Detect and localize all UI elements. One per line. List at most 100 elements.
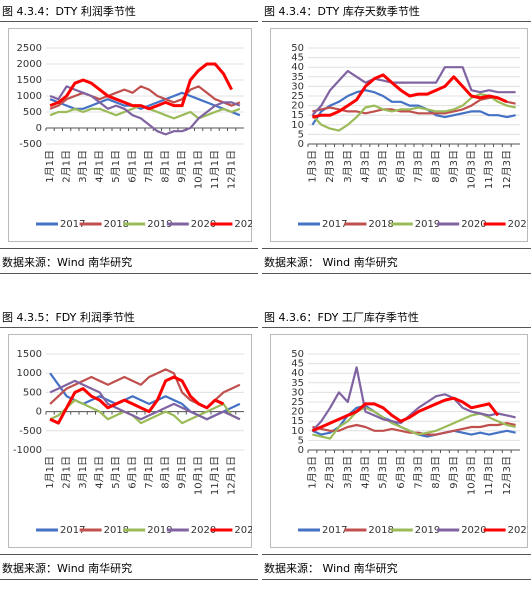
- y-tick-label: 35: [291, 378, 304, 389]
- y-tick-label: 1500: [17, 75, 42, 86]
- series-line: [49, 85, 241, 136]
- series-line: [311, 93, 516, 132]
- figure: 图 4.3.4：DTY 利润季节性 数据来源：Wind 南华研究 -500 0 500 1…: [0, 0, 258, 285]
- x-tick-label: 10月1日: [193, 150, 205, 189]
- y-tick-label: 30: [291, 81, 304, 92]
- series-line: [311, 396, 500, 433]
- y-tick-label: 50: [291, 349, 304, 360]
- series-line: [311, 366, 516, 432]
- y-tick-label: 10: [291, 120, 304, 131]
- legend-label: 2017: [60, 219, 85, 230]
- x-tick-label: 7月3日: [412, 456, 424, 489]
- series-line: [49, 375, 225, 425]
- x-tick-label: 11月3日: [483, 150, 495, 189]
- legend-label: 2021: [234, 219, 252, 230]
- source: 数据来源： Wind 南华研究: [264, 256, 398, 269]
- y-tick-label: 1500: [17, 349, 42, 360]
- x-tick-label: 6月3日: [395, 150, 407, 183]
- chart-frame: [8, 334, 252, 548]
- x-tick-label: 4月3日: [359, 150, 371, 183]
- x-tick-label: 5月3日: [377, 456, 389, 489]
- y-tick-label: -500: [19, 139, 42, 150]
- chart-frame: [270, 334, 528, 548]
- x-tick-label: 11月3日: [483, 456, 495, 495]
- legend-label: 2020: [191, 219, 216, 230]
- legend-label: 2017: [60, 525, 85, 536]
- divider: [262, 248, 531, 249]
- y-tick-label: 35: [291, 72, 304, 83]
- legend-label: 2018: [104, 525, 129, 536]
- legend-label: 2017: [322, 219, 347, 230]
- x-tick-label: 4月1日: [94, 150, 106, 183]
- x-tick-label: 12月3日: [501, 456, 513, 495]
- figure: 图 4.3.5：FDY 利润季节性 数据来源：Wind 南华研究 -1000 -500…: [0, 306, 258, 591]
- x-tick-label: 7月1日: [143, 150, 155, 183]
- x-tick-label: 2月3日: [324, 150, 336, 183]
- divider: [262, 273, 531, 274]
- x-tick-label: 2月3日: [324, 456, 336, 489]
- y-tick-label: 15: [291, 110, 304, 121]
- y-tick-label: 25: [291, 397, 304, 408]
- x-tick-label: 7月3日: [412, 150, 424, 183]
- x-tick-label: 9月3日: [448, 150, 460, 183]
- source: 数据来源：Wind 南华研究: [2, 562, 133, 575]
- y-tick-label: 0: [298, 445, 304, 456]
- x-tick-label: 6月3日: [395, 456, 407, 489]
- y-tick-label: 500: [23, 387, 42, 398]
- y-tick-label: 0: [36, 123, 42, 134]
- legend-label: 2019: [415, 525, 440, 536]
- legend-label: 2019: [147, 219, 172, 230]
- source: 数据来源： Wind 南华研究: [264, 562, 398, 575]
- x-tick-label: 8月3日: [430, 456, 442, 489]
- legend-label: 2017: [322, 525, 347, 536]
- x-tick-label: 5月3日: [377, 150, 389, 183]
- y-tick-label: 0: [36, 407, 42, 418]
- source: 数据来源：Wind 南华研究: [2, 256, 133, 269]
- series-line: [49, 62, 233, 111]
- x-tick-label: 8月1日: [160, 456, 172, 489]
- series-line: [312, 96, 516, 115]
- x-tick-label: 6月1日: [127, 456, 139, 489]
- y-tick-label: 20: [291, 407, 304, 418]
- divider: [0, 248, 258, 249]
- x-tick-label: 7月1日: [143, 456, 155, 489]
- legend-label: 2021: [508, 525, 528, 536]
- x-tick-label: 9月1日: [176, 456, 188, 489]
- x-tick-label: 3月3日: [342, 150, 354, 183]
- x-tick-label: 12月1日: [226, 456, 238, 495]
- legend-label: 2020: [461, 219, 486, 230]
- y-tick-label: 500: [23, 107, 42, 118]
- legend-label: 2019: [147, 525, 172, 536]
- y-tick-label: 5: [298, 129, 304, 140]
- y-tick-label: -1000: [13, 445, 42, 456]
- y-tick-label: 15: [291, 416, 304, 427]
- x-tick-label: 5月1日: [110, 150, 122, 183]
- x-tick-label: 3月1日: [77, 456, 89, 489]
- x-tick-label: 4月3日: [359, 456, 371, 489]
- x-tick-label: 12月1日: [226, 150, 238, 189]
- x-tick-label: 1月1日: [44, 150, 56, 183]
- divider: [262, 327, 531, 328]
- x-tick-label: 3月3日: [342, 456, 354, 489]
- y-tick-label: 25: [291, 91, 304, 102]
- x-tick-label: 9月1日: [176, 150, 188, 183]
- legend-label: 2018: [368, 525, 393, 536]
- series-line: [49, 399, 241, 425]
- x-tick-label: 1月3日: [306, 150, 318, 183]
- y-tick-label: 20: [291, 101, 304, 112]
- y-tick-label: 0: [298, 139, 304, 150]
- x-tick-label: 4月1日: [94, 456, 106, 489]
- divider: [0, 21, 258, 22]
- y-tick-label: 2000: [17, 59, 42, 70]
- y-tick-label: -500: [19, 426, 42, 437]
- divider: [0, 327, 258, 328]
- series-line: [312, 73, 508, 119]
- divider: [262, 554, 531, 555]
- divider: [0, 554, 258, 555]
- y-tick-label: 1000: [17, 368, 42, 379]
- figure-title: 图 4.3.5：FDY 利润季节性: [2, 311, 135, 324]
- x-tick-label: 10月3日: [465, 150, 477, 189]
- figure-title: 图 4.3.4：DTY 利润季节性: [2, 5, 136, 18]
